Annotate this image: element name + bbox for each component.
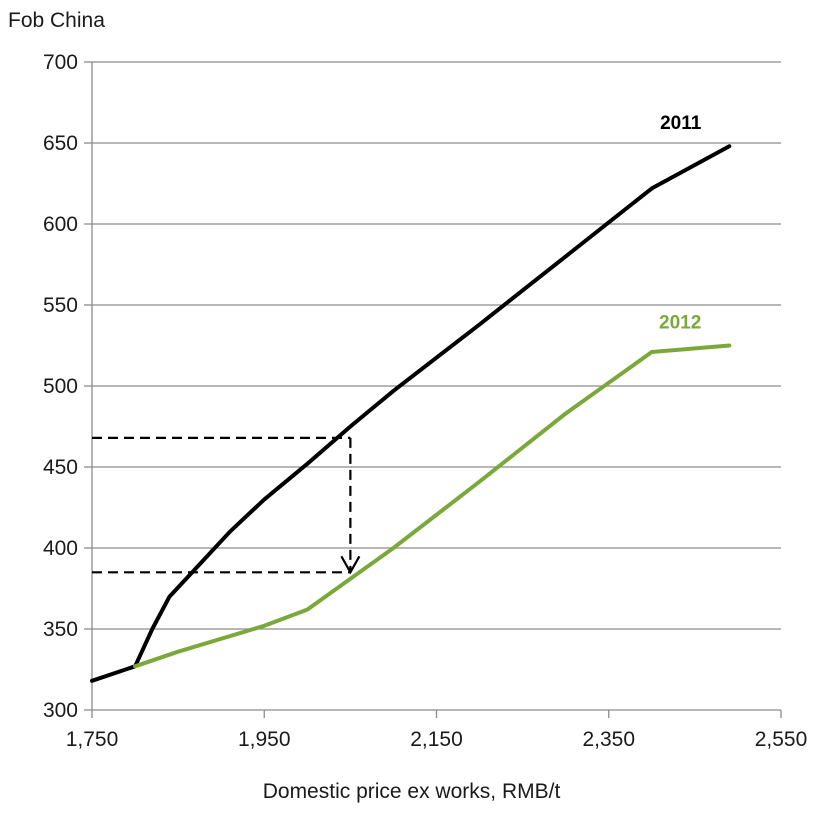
series-line-2012 bbox=[133, 343, 732, 669]
annotation-arrow bbox=[92, 436, 361, 575]
annotation-arrowhead bbox=[340, 555, 361, 575]
y-tick-label: 650 bbox=[43, 132, 78, 155]
x-tick-label: 2,550 bbox=[755, 728, 808, 751]
y-tick-label: 300 bbox=[43, 699, 78, 722]
series-label-2012: 2012 bbox=[659, 313, 701, 334]
labels: 300 350 400 450 500 550 600 650 700 1,750 1,950 2,1… bbox=[8, 9, 807, 803]
y-tick-label: 500 bbox=[43, 375, 78, 398]
x-tick-label: 2,350 bbox=[582, 728, 635, 751]
series-label-2011: 2011 bbox=[660, 113, 702, 134]
x-tick-label: 2,150 bbox=[410, 728, 463, 751]
x-tick-label: 1,750 bbox=[66, 728, 119, 751]
y-tick-label: 400 bbox=[43, 537, 78, 560]
y-tick-label: 350 bbox=[43, 618, 78, 641]
series-line-2011 bbox=[90, 144, 732, 683]
axes bbox=[84, 61, 782, 718]
x-axis-title: Domestic price ex works, RMB/t bbox=[263, 780, 561, 803]
y-tick-label: 700 bbox=[43, 51, 78, 74]
series-lines bbox=[90, 144, 732, 683]
y-tick-label: 550 bbox=[43, 294, 78, 317]
x-tick-label: 1,950 bbox=[238, 728, 291, 751]
y-tick-label: 600 bbox=[43, 213, 78, 236]
y-tick-label: 450 bbox=[43, 456, 78, 479]
y-axis-title: Fob China bbox=[8, 9, 105, 32]
gridlines bbox=[92, 61, 781, 630]
